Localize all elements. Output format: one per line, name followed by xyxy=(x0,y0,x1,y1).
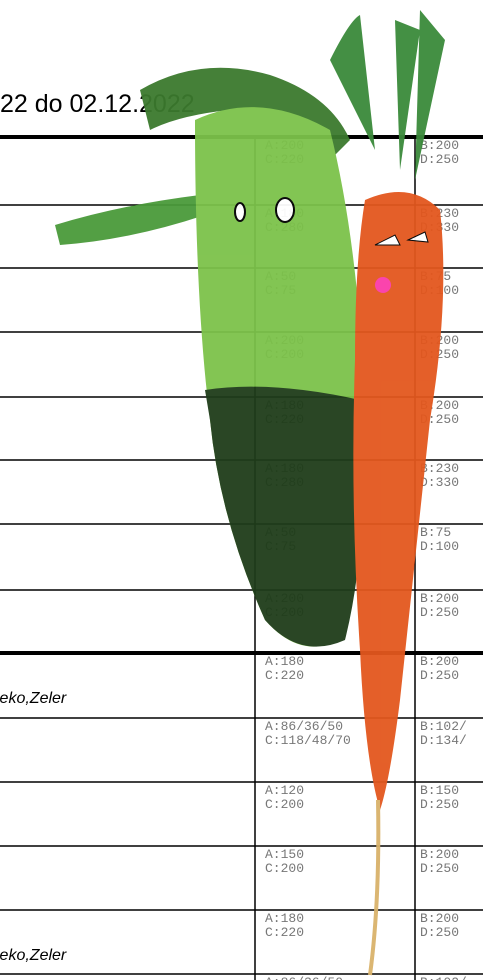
portion-size: D:134/ xyxy=(420,733,467,748)
dish-name: ieko,Zeler xyxy=(0,690,67,707)
portion-size: B:200 xyxy=(420,654,459,669)
portion-size: A:86/36/50 xyxy=(265,975,343,980)
portion-size: A:120 xyxy=(265,783,304,798)
portion-size: B:200 xyxy=(420,847,459,862)
portion-size: C:220 xyxy=(265,668,304,683)
vegetables-image xyxy=(55,10,445,976)
portion-size: B:150 xyxy=(420,783,459,798)
portion-size: D:250 xyxy=(420,925,459,940)
portion-size: B:200 xyxy=(420,591,459,606)
portion-size: D:250 xyxy=(420,861,459,876)
portion-size: B:200 xyxy=(420,138,459,153)
portion-size: D:250 xyxy=(420,605,459,620)
portion-size: C:220 xyxy=(265,925,304,940)
portion-size: C:118/48/70 xyxy=(265,733,351,748)
portion-size: D:100 xyxy=(420,539,459,554)
portion-size: D:250 xyxy=(420,152,459,167)
portion-size: A:180 xyxy=(265,911,304,926)
portion-size: D:330 xyxy=(420,475,459,490)
dish-name: ieko,Zeler xyxy=(0,947,67,964)
portion-size: D:250 xyxy=(420,668,459,683)
portion-size: B:102/ xyxy=(420,975,467,980)
portion-size: B:230 xyxy=(420,461,459,476)
portion-size: B:102/ xyxy=(420,719,467,734)
portion-size: C:200 xyxy=(265,797,304,812)
portion-size: C:200 xyxy=(265,861,304,876)
portion-size: B:200 xyxy=(420,911,459,926)
portion-size: A:86/36/50 xyxy=(265,719,343,734)
portion-size: A:180 xyxy=(265,654,304,669)
portion-size: D:250 xyxy=(420,797,459,812)
portion-size: A:150 xyxy=(265,847,304,862)
portion-size: B:75 xyxy=(420,525,451,540)
